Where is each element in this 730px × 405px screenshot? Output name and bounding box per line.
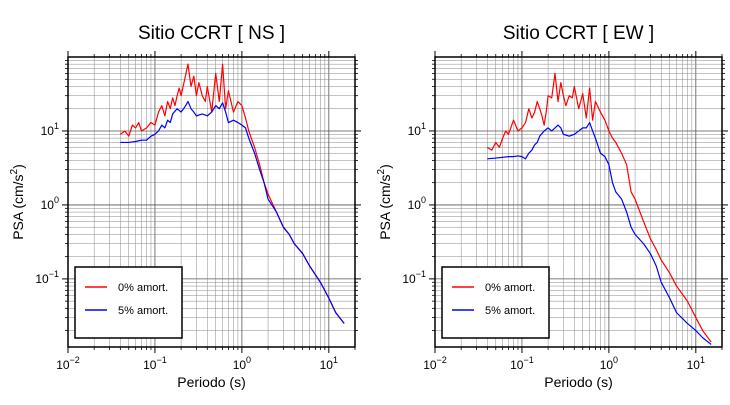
series-line-damped — [487, 121, 712, 345]
x-tick-label: 10−1 — [510, 355, 534, 372]
x-tick-label: 101 — [320, 355, 338, 372]
y-tick-label: 100 — [408, 195, 426, 212]
y-tick-label: 10−1 — [402, 269, 426, 286]
legend-entry-label: 5% amort. — [118, 305, 168, 317]
y-tick-label: 10−1 — [35, 269, 59, 286]
x-tick-label: 100 — [600, 355, 618, 372]
x-tick-label: 100 — [233, 355, 251, 372]
chart-title: Sitio CCRT [ NS ] — [138, 23, 285, 44]
y-tick-label: 101 — [408, 121, 426, 138]
x-tick-label: 101 — [687, 355, 705, 372]
legend-box — [74, 266, 183, 339]
y-tick-label: 101 — [41, 121, 59, 138]
x-tick-label: 10−2 — [56, 355, 80, 372]
legend: 0% amort. 5% amort. — [74, 266, 183, 339]
y-axis-label: PSA (cm/s2) — [9, 164, 26, 240]
x-tick-label: 10−1 — [143, 355, 167, 372]
plot-frame — [67, 56, 356, 348]
legend-entry-label: 0% amort. — [118, 282, 168, 294]
legend-entry-label: 5% amort. — [485, 305, 535, 317]
legend-box — [441, 266, 550, 339]
legend-entry-label: 0% amort. — [485, 282, 535, 294]
chart-panel-1: 10−2 10−1 100 101 10−1 100 101 Sitio CCRT [ NS … — [9, 23, 361, 390]
x-axis-label: Periodo (s) — [177, 374, 245, 390]
chart-panel-2: 10−2 10−1 100 101 10−1 100 101 Sitio CCRT [ EW … — [376, 23, 728, 390]
plot-frame — [434, 56, 723, 348]
series-line-undamped — [487, 72, 712, 343]
legend: 0% amort. 5% amort. — [441, 266, 550, 339]
y-tick-label: 100 — [41, 195, 59, 212]
chart-title: Sitio CCRT [ EW ] — [503, 23, 654, 44]
y-axis-label: PSA (cm/s2) — [376, 164, 393, 240]
x-tick-label: 10−2 — [423, 355, 447, 372]
series-line-damped — [120, 100, 345, 324]
x-axis-label: Periodo (s) — [544, 374, 612, 390]
